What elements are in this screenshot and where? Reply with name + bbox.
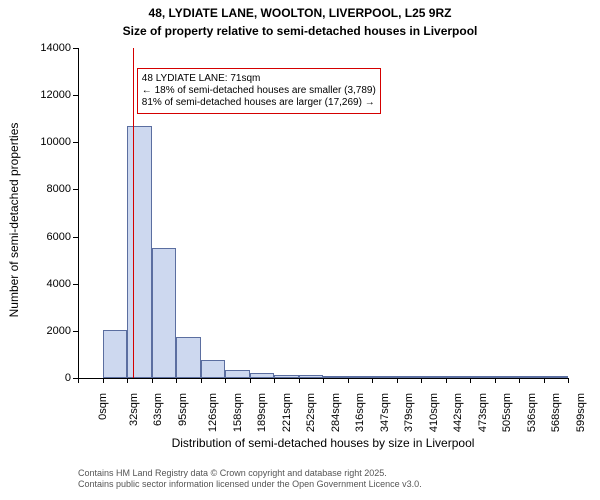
x-tick [201, 378, 202, 383]
x-tick-label: 252sqm [305, 393, 317, 432]
histogram-bar [421, 376, 446, 378]
x-tick-label: 158sqm [232, 393, 244, 432]
y-tick [73, 95, 78, 96]
y-tick [73, 142, 78, 143]
x-tick-label: 221sqm [281, 393, 293, 432]
y-tick [73, 331, 78, 332]
x-tick [519, 378, 520, 383]
x-tick-label: 189sqm [256, 393, 268, 432]
y-tick-label: 8000 [21, 183, 71, 195]
x-tick [152, 378, 153, 383]
histogram-bar [348, 376, 373, 378]
x-tick [544, 378, 545, 383]
annotation-line: 48 LYDIATE LANE: 71sqm [142, 73, 376, 85]
histogram-bar [127, 126, 152, 378]
y-tick-label: 2000 [21, 325, 71, 337]
x-tick-label: 568sqm [550, 393, 562, 432]
chart-title-line2: Size of property relative to semi-detach… [0, 24, 600, 38]
histogram-bar [201, 360, 226, 378]
x-tick [103, 378, 104, 383]
x-tick-label: 505sqm [501, 393, 513, 432]
x-axis-label: Distribution of semi-detached houses by … [78, 436, 568, 450]
x-tick [446, 378, 447, 383]
histogram-bar [495, 376, 520, 378]
x-tick-label: 316sqm [354, 393, 366, 432]
x-tick-label: 410sqm [428, 393, 440, 432]
x-tick [127, 378, 128, 383]
footer-attribution: Contains HM Land Registry data © Crown c… [78, 468, 422, 490]
plot-area: 48 LYDIATE LANE: 71sqm← 18% of semi-deta… [78, 48, 568, 378]
chart-title-line1: 48, LYDIATE LANE, WOOLTON, LIVERPOOL, L2… [0, 6, 600, 20]
y-tick [73, 48, 78, 49]
x-tick-label: 347sqm [379, 393, 391, 432]
y-tick-label: 14000 [21, 42, 71, 54]
x-tick [78, 378, 79, 383]
x-tick [568, 378, 569, 383]
histogram-bar [299, 375, 324, 378]
footer-line2: Contains public sector information licen… [78, 479, 422, 490]
histogram-bar [152, 248, 177, 378]
x-tick [274, 378, 275, 383]
x-tick-label: 95sqm [177, 393, 189, 426]
x-tick-label: 442sqm [452, 393, 464, 432]
property-marker-line [133, 48, 134, 378]
x-tick [372, 378, 373, 383]
x-tick [348, 378, 349, 383]
y-tick-label: 6000 [21, 231, 71, 243]
x-tick [176, 378, 177, 383]
histogram-bar [225, 370, 250, 378]
y-tick-label: 0 [21, 372, 71, 384]
y-axis-label: Number of semi-detached properties [7, 55, 21, 385]
x-tick [397, 378, 398, 383]
x-tick-label: 126sqm [207, 393, 219, 432]
x-tick-label: 0sqm [97, 393, 109, 420]
histogram-bar [446, 376, 471, 378]
histogram-bar [274, 375, 299, 378]
x-tick-label: 32sqm [128, 393, 140, 426]
y-tick-label: 10000 [21, 136, 71, 148]
y-tick-label: 4000 [21, 278, 71, 290]
histogram-bar [176, 337, 201, 378]
y-tick-label: 12000 [21, 89, 71, 101]
x-tick-label: 536sqm [526, 393, 538, 432]
x-tick [225, 378, 226, 383]
histogram-bar [397, 376, 422, 378]
histogram-bar [323, 376, 348, 378]
x-tick [323, 378, 324, 383]
x-tick-label: 473sqm [477, 393, 489, 432]
x-tick [299, 378, 300, 383]
x-tick-label: 63sqm [152, 393, 164, 426]
x-tick-label: 379sqm [403, 393, 415, 432]
histogram-bar [519, 376, 544, 378]
y-tick [73, 237, 78, 238]
x-tick [250, 378, 251, 383]
annotation-line: ← 18% of semi-detached houses are smalle… [142, 85, 376, 97]
y-tick [73, 284, 78, 285]
annotation-line: 81% of semi-detached houses are larger (… [142, 97, 376, 109]
annotation-box: 48 LYDIATE LANE: 71sqm← 18% of semi-deta… [137, 68, 381, 114]
histogram-bar [470, 376, 495, 378]
x-tick [470, 378, 471, 383]
chart-container: { "layout": { "width": 600, "height": 50… [0, 0, 600, 500]
x-tick [421, 378, 422, 383]
histogram-bar [103, 330, 128, 378]
x-tick-label: 284sqm [330, 393, 342, 432]
histogram-bar [250, 373, 275, 378]
y-axis-line [78, 48, 79, 378]
histogram-bar [372, 376, 397, 378]
y-tick [73, 189, 78, 190]
histogram-bar [544, 376, 569, 378]
x-tick [495, 378, 496, 383]
footer-line1: Contains HM Land Registry data © Crown c… [78, 468, 422, 479]
x-tick-label: 599sqm [575, 393, 587, 432]
